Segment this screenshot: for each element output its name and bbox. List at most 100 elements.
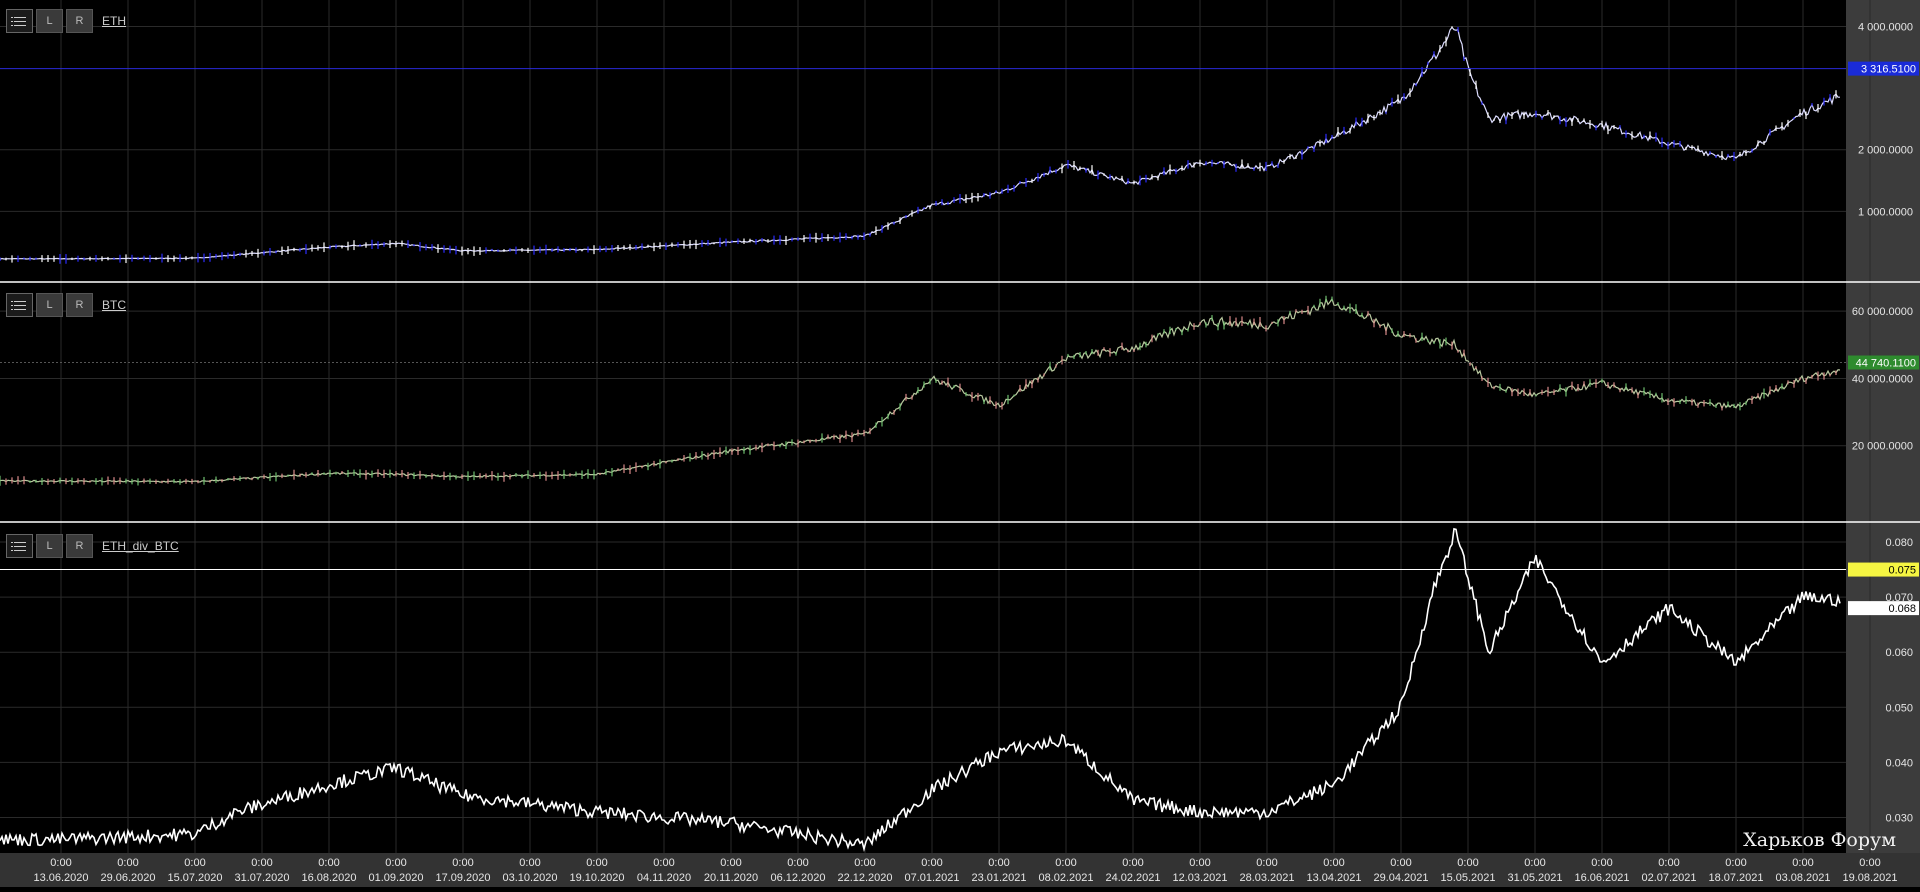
x-tick-date: 02.07.2021 <box>1641 872 1696 884</box>
x-tick-date: 28.03.2021 <box>1239 872 1294 884</box>
price-label-text: 3 316.5100 <box>1861 64 1916 76</box>
y-tick-label: 0.050 <box>1885 702 1913 714</box>
x-tick-time: 0:00 <box>1055 857 1076 869</box>
x-tick-time: 0:00 <box>50 857 71 869</box>
y-tick-label: 60 000.0000 <box>1852 306 1913 318</box>
x-tick-time: 0:00 <box>1189 857 1210 869</box>
x-tick-date: 13.04.2021 <box>1306 872 1361 884</box>
price-label-box <box>1848 61 1919 76</box>
x-tick-date: 18.07.2021 <box>1708 872 1763 884</box>
x-tick-time: 0:00 <box>787 857 808 869</box>
x-tick-date: 29.06.2020 <box>100 872 155 884</box>
x-tick-time: 0:00 <box>720 857 741 869</box>
level-label-box <box>1848 562 1919 577</box>
x-tick-time: 0:00 <box>251 857 272 869</box>
x-tick-time: 0:00 <box>1725 857 1746 869</box>
x-tick-date: 13.06.2020 <box>33 872 88 884</box>
btc-toolbar: L R BTC <box>6 293 126 317</box>
x-tick-date: 24.02.2021 <box>1105 872 1160 884</box>
x-tick-date: 23.01.2021 <box>971 872 1026 884</box>
x-tick-time: 0:00 <box>854 857 875 869</box>
x-tick-date: 22.12.2020 <box>837 872 892 884</box>
y-tick-label: 0.060 <box>1885 647 1913 659</box>
series-line-BTC <box>0 296 1841 483</box>
y-tick-label: 40 000.0000 <box>1852 373 1913 385</box>
x-tick-date: 17.09.2020 <box>435 872 490 884</box>
price-label-text: 44 740.1100 <box>1856 358 1916 370</box>
list-icon <box>10 300 26 310</box>
x-tick-time: 0:00 <box>1658 857 1679 869</box>
x-tick-time: 0:00 <box>586 857 607 869</box>
x-tick-time: 0:00 <box>1122 857 1143 869</box>
ratio-toolbar: L R ETH_div_BTC <box>6 534 179 558</box>
x-tick-date: 04.11.2020 <box>637 872 691 884</box>
x-tick-date: 16.06.2021 <box>1574 872 1629 884</box>
x-tick-date: 07.01.2021 <box>904 872 959 884</box>
x-tick-time: 0:00 <box>318 857 339 869</box>
y-tick-label: 0.030 <box>1885 812 1913 824</box>
eth-r-button[interactable]: R <box>66 9 93 33</box>
x-tick-date: 01.09.2020 <box>368 872 423 884</box>
x-tick-time: 0:00 <box>1323 857 1344 869</box>
x-tick-time: 0:00 <box>1859 857 1880 869</box>
ratio-l-button[interactable]: L <box>36 534 63 558</box>
x-tick-date: 16.08.2020 <box>301 872 356 884</box>
x-tick-time: 0:00 <box>1524 857 1545 869</box>
x-tick-time: 0:00 <box>988 857 1009 869</box>
btc-symbol-link[interactable]: BTC <box>102 298 126 312</box>
price-axis-background <box>1846 0 1920 853</box>
x-tick-time: 0:00 <box>1256 857 1277 869</box>
x-tick-date: 31.05.2021 <box>1507 872 1562 884</box>
price-label-box <box>1848 601 1919 616</box>
price-label-text: 0.068 <box>1888 603 1916 615</box>
eth-toolbar: L R ETH <box>6 9 126 33</box>
btc-menu-button[interactable] <box>6 293 33 317</box>
series-line-ETH <box>0 26 1840 260</box>
level-label-text: 0.075 <box>1888 565 1916 577</box>
x-tick-date: 19.08.2021 <box>1842 872 1897 884</box>
y-tick-label: 2 000.0000 <box>1858 145 1913 157</box>
x-tick-date: 08.02.2021 <box>1038 872 1093 884</box>
x-tick-date: 15.07.2020 <box>167 872 222 884</box>
y-tick-label: 4 000.0000 <box>1858 21 1913 33</box>
eth-symbol-link[interactable]: ETH <box>102 14 126 28</box>
x-tick-date: 31.07.2020 <box>234 872 289 884</box>
x-tick-time: 0:00 <box>1457 857 1478 869</box>
ratio-symbol-link[interactable]: ETH_div_BTC <box>102 539 179 553</box>
x-tick-date: 12.03.2021 <box>1172 872 1227 884</box>
btc-l-button[interactable]: L <box>36 293 63 317</box>
y-tick-label: 20 000.0000 <box>1852 441 1913 453</box>
list-icon <box>10 16 26 26</box>
time-axis-background <box>0 853 1920 887</box>
x-tick-time: 0:00 <box>1591 857 1612 869</box>
x-tick-date: 19.10.2020 <box>569 872 624 884</box>
x-tick-time: 0:00 <box>117 857 138 869</box>
ratio-menu-button[interactable] <box>6 534 33 558</box>
price-label-box <box>1848 355 1919 370</box>
x-tick-date: 29.04.2021 <box>1373 872 1428 884</box>
y-tick-label: 0.070 <box>1885 592 1913 604</box>
eth-l-button[interactable]: L <box>36 9 63 33</box>
x-tick-time: 0:00 <box>184 857 205 869</box>
x-tick-time: 0:00 <box>1792 857 1813 869</box>
x-tick-time: 0:00 <box>921 857 942 869</box>
x-tick-time: 0:00 <box>1390 857 1411 869</box>
x-tick-date: 20.11.2020 <box>704 872 758 884</box>
x-tick-time: 0:00 <box>452 857 473 869</box>
x-tick-time: 0:00 <box>385 857 406 869</box>
eth-menu-button[interactable] <box>6 9 33 33</box>
x-tick-date: 03.08.2021 <box>1775 872 1830 884</box>
ratio-r-button[interactable]: R <box>66 534 93 558</box>
y-tick-label: 0.040 <box>1885 757 1913 769</box>
y-tick-label: 0.080 <box>1885 537 1913 549</box>
x-tick-date: 15.05.2021 <box>1440 872 1495 884</box>
y-tick-label: 1 000.0000 <box>1858 206 1913 218</box>
x-tick-date: 03.10.2020 <box>502 872 557 884</box>
x-tick-time: 0:00 <box>653 857 674 869</box>
btc-r-button[interactable]: R <box>66 293 93 317</box>
watermark: Харьков Форум <box>1743 829 1896 851</box>
x-tick-time: 0:00 <box>519 857 540 869</box>
